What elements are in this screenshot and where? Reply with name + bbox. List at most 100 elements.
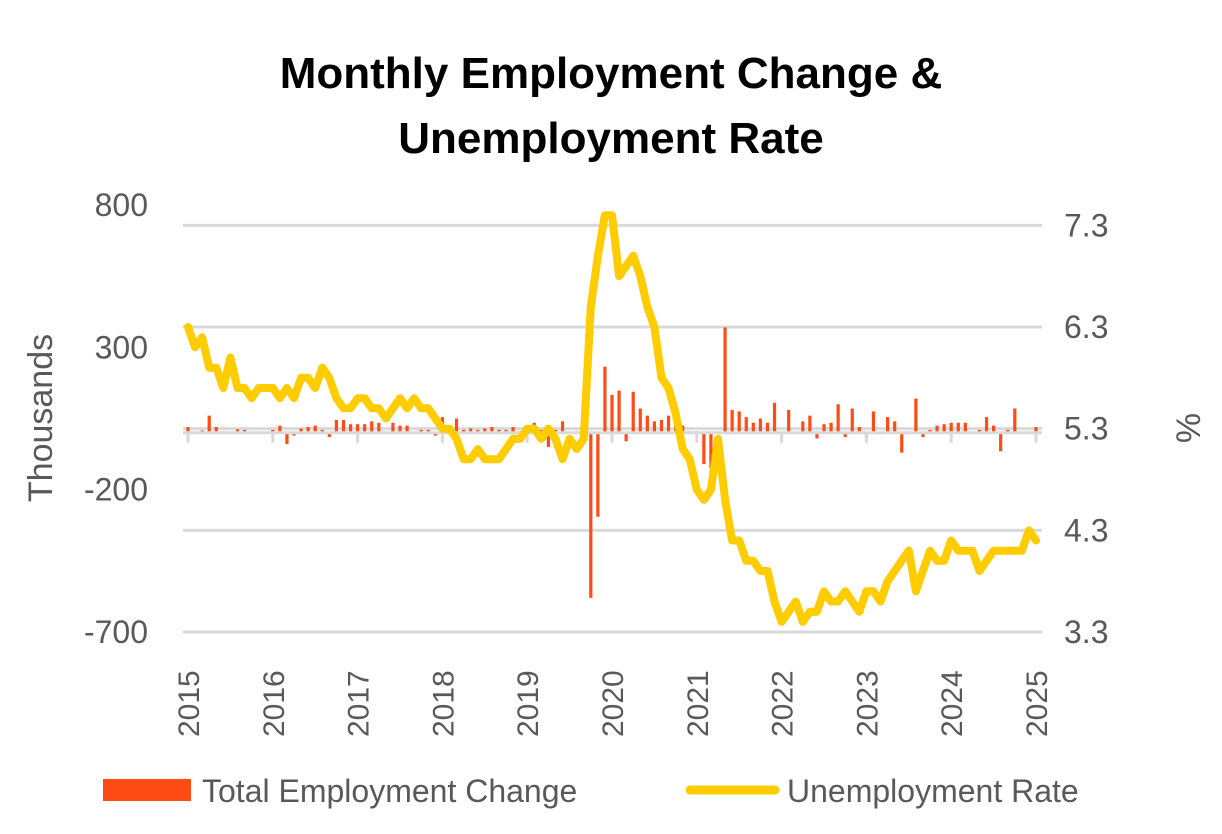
bar	[306, 427, 310, 433]
bar	[921, 432, 925, 438]
bar	[356, 424, 360, 433]
bar	[857, 427, 861, 433]
bar	[956, 422, 960, 433]
x-tick-label: 2021	[682, 670, 715, 737]
bar	[659, 419, 664, 433]
bar	[822, 424, 826, 433]
bar	[631, 391, 635, 433]
bar	[454, 418, 459, 433]
x-tick-label: 2022	[767, 670, 800, 737]
bar	[949, 422, 953, 433]
line-series	[184, 211, 1040, 626]
bar	[730, 409, 734, 433]
x-tick-label: 2016	[258, 670, 291, 737]
bar	[808, 415, 812, 433]
x-axis	[183, 431, 1042, 443]
y-tick-label-right: 5.3	[1064, 411, 1108, 447]
bar	[758, 418, 762, 433]
bar	[617, 390, 621, 433]
bar	[751, 422, 755, 433]
bar	[886, 417, 890, 433]
bar	[327, 432, 331, 438]
bar	[1013, 408, 1017, 433]
bar	[546, 432, 550, 447]
y-tick-label-right: 4.3	[1064, 512, 1108, 548]
x-tick-label: 2024	[936, 670, 969, 737]
bar	[666, 415, 671, 433]
x-tick-label: 2018	[427, 670, 460, 737]
bar	[992, 425, 996, 433]
y-tick-label-right: 7.3	[1064, 207, 1108, 243]
legend-label-line: Unemployment Rate	[787, 773, 1079, 809]
y-tick-label-left: 300	[95, 329, 148, 365]
y-tick-label-right: 6.3	[1064, 309, 1108, 345]
bar	[589, 432, 593, 598]
bar	[829, 422, 833, 433]
bar	[836, 404, 840, 433]
bar	[405, 425, 409, 433]
bar	[815, 432, 819, 439]
y-tick-label-left: 800	[95, 187, 148, 223]
bar	[942, 424, 946, 433]
bar	[624, 432, 628, 442]
unemployment-rate-line	[184, 211, 1040, 626]
bar	[511, 427, 515, 433]
bar	[765, 422, 770, 433]
x-tick-label: 2019	[512, 670, 545, 737]
bar	[871, 411, 876, 433]
legend-swatch-bars	[103, 779, 191, 801]
bar	[935, 425, 939, 433]
bar	[313, 425, 317, 433]
x-tick-label: 2017	[343, 670, 376, 737]
bar	[391, 422, 395, 433]
y-axis-right-title: %	[1170, 413, 1208, 443]
y-axis-right: 7.3 6.3 5.3 4.3 3.3	[1064, 207, 1108, 650]
legend-label-bars: Total Employment Change	[202, 773, 577, 809]
bar	[900, 432, 904, 453]
x-tick-label: 2025	[1021, 670, 1054, 737]
y-axis-left: 800 300 -200 -700	[84, 187, 148, 650]
bar	[737, 411, 741, 433]
bar	[610, 394, 614, 433]
bar	[984, 417, 989, 433]
bar	[348, 424, 353, 433]
bar	[603, 366, 607, 433]
bar	[560, 421, 565, 433]
bar	[377, 422, 381, 433]
y-tick-label-left: -700	[84, 614, 148, 650]
bar	[645, 415, 649, 433]
bar	[334, 419, 338, 433]
bar	[490, 427, 494, 433]
x-tick-label: 2015	[173, 670, 206, 737]
bar-series	[186, 327, 1038, 598]
bar	[914, 398, 918, 433]
title-line-2: Unemployment Rate	[398, 114, 823, 163]
bar	[787, 409, 791, 433]
bar	[469, 428, 473, 433]
bar	[235, 429, 240, 433]
x-tick-labels: 2015 2016 2017 2018 2019 2020 2021 2022 2023 2024…	[173, 670, 1054, 737]
bar	[596, 432, 600, 517]
y-axis-left-title: Thousands	[22, 334, 60, 502]
bar	[999, 432, 1003, 452]
x-tick-label: 2020	[597, 670, 630, 737]
y-tick-label-left: -200	[84, 472, 148, 508]
y-tick-label-right: 3.3	[1064, 614, 1108, 650]
bar	[702, 432, 706, 465]
bar	[299, 428, 303, 433]
bar	[207, 415, 211, 433]
bar	[893, 421, 897, 433]
bar	[278, 425, 282, 433]
x-tick-label: 2023	[851, 670, 884, 737]
bar	[652, 421, 656, 433]
bar	[186, 427, 190, 433]
bar	[285, 432, 289, 445]
title-line-1: Monthly Employment Change &	[280, 49, 942, 98]
bar	[850, 408, 854, 433]
bar	[370, 421, 374, 433]
legend: Total Employment Change Unemployment Rat…	[103, 773, 1079, 809]
bar	[843, 432, 847, 438]
bar	[638, 408, 642, 433]
bar	[341, 419, 346, 433]
